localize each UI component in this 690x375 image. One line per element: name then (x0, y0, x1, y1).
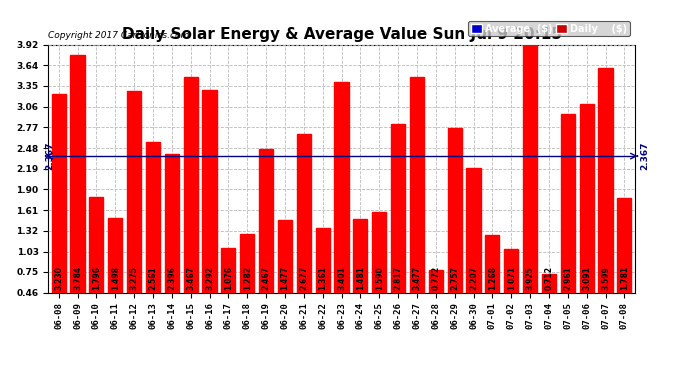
Bar (89, 197, 104, 292)
Bar (391, 124, 405, 292)
Text: 3.230: 3.230 (55, 267, 63, 290)
Text: 2.367: 2.367 (45, 142, 54, 170)
Bar (353, 219, 368, 292)
Bar (165, 154, 179, 292)
Bar (221, 248, 235, 292)
Bar (127, 91, 141, 292)
Text: Copyright 2017 Cartronics.com: Copyright 2017 Cartronics.com (48, 31, 190, 40)
Text: 3.275: 3.275 (130, 267, 139, 290)
Text: 1.481: 1.481 (356, 266, 365, 290)
Text: 1.076: 1.076 (224, 266, 233, 290)
Bar (523, 45, 538, 292)
Bar (428, 270, 443, 292)
Bar (146, 142, 160, 292)
Bar (580, 104, 594, 292)
Text: 3.784: 3.784 (73, 266, 82, 290)
Bar (618, 198, 631, 292)
Text: 0.772: 0.772 (431, 266, 440, 290)
Text: 2.817: 2.817 (393, 266, 403, 290)
Text: 1.361: 1.361 (318, 267, 327, 290)
Bar (504, 249, 518, 292)
Bar (184, 77, 198, 292)
Bar (335, 82, 348, 292)
Text: 3.467: 3.467 (186, 266, 195, 290)
Text: 3.599: 3.599 (601, 267, 610, 290)
Bar (598, 68, 613, 292)
Text: 1.477: 1.477 (280, 266, 290, 290)
Text: 2.961: 2.961 (563, 267, 572, 290)
Text: 2.561: 2.561 (148, 267, 157, 290)
Text: 3.292: 3.292 (205, 267, 214, 290)
Text: 1.498: 1.498 (111, 266, 120, 290)
Bar (52, 94, 66, 292)
Bar (448, 128, 462, 292)
Text: 1.268: 1.268 (488, 266, 497, 290)
Legend: Average  ($), Daily    ($): Average ($), Daily ($) (469, 21, 630, 36)
Bar (410, 77, 424, 292)
Bar (542, 274, 556, 292)
Text: 3.091: 3.091 (582, 267, 591, 290)
Text: 2.207: 2.207 (469, 266, 478, 290)
Text: 2.396: 2.396 (167, 267, 177, 290)
Text: 1.590: 1.590 (375, 267, 384, 290)
Bar (315, 228, 330, 292)
Bar (372, 211, 386, 292)
Bar (485, 235, 500, 292)
Text: 2.367: 2.367 (641, 142, 650, 170)
Text: 2.677: 2.677 (299, 266, 308, 290)
Bar (297, 134, 311, 292)
Text: 1.781: 1.781 (620, 266, 629, 290)
Bar (70, 55, 85, 292)
Bar (561, 114, 575, 292)
Text: 2.757: 2.757 (450, 266, 460, 290)
Bar (278, 220, 292, 292)
Bar (240, 234, 255, 292)
Bar (108, 218, 122, 292)
Text: 2.467: 2.467 (262, 266, 270, 290)
Text: 0.712: 0.712 (544, 266, 553, 290)
Text: 3.925: 3.925 (526, 267, 535, 290)
Title: Daily Solar Energy & Average Value Sun Jul 9 20:15: Daily Solar Energy & Average Value Sun J… (121, 27, 562, 42)
Text: 3.401: 3.401 (337, 267, 346, 290)
Text: 1.282: 1.282 (243, 266, 252, 290)
Text: 1.071: 1.071 (506, 266, 516, 290)
Bar (202, 90, 217, 292)
Text: 3.477: 3.477 (413, 266, 422, 290)
Bar (259, 149, 273, 292)
Text: 1.796: 1.796 (92, 266, 101, 290)
Bar (466, 168, 481, 292)
